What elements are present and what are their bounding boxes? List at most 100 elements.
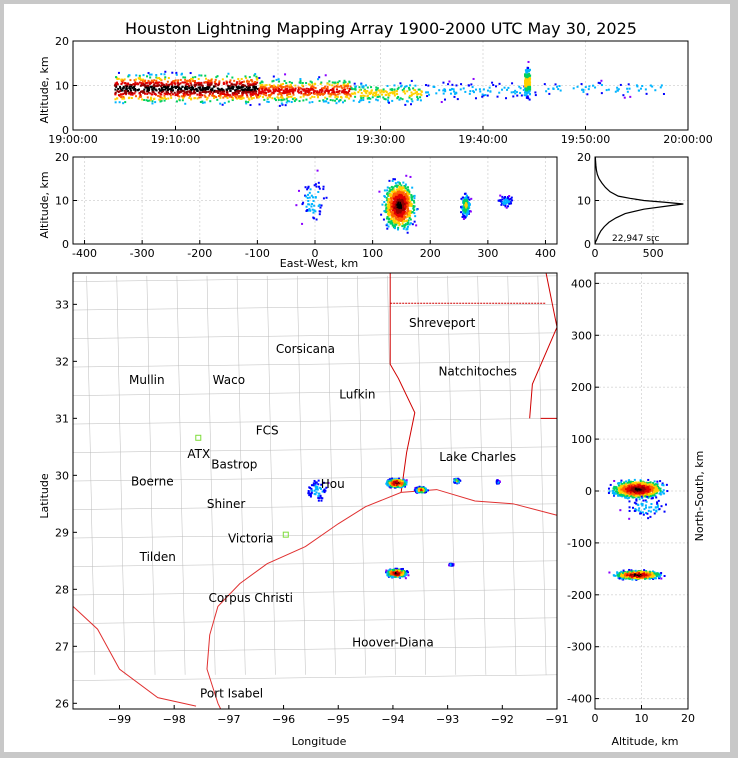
source-point xyxy=(461,206,464,209)
source-point xyxy=(130,83,133,86)
source-point xyxy=(370,86,373,89)
source-point xyxy=(399,192,402,195)
county-line xyxy=(357,275,366,675)
source-point xyxy=(526,70,529,73)
source-point xyxy=(427,91,430,94)
source-point xyxy=(398,208,401,211)
source-point xyxy=(344,81,347,84)
source-point xyxy=(404,213,407,216)
source-point xyxy=(355,85,358,88)
county-line xyxy=(72,332,558,339)
source-point xyxy=(137,88,140,91)
source-point xyxy=(156,77,159,80)
source-point xyxy=(114,93,117,96)
source-point xyxy=(343,86,346,89)
source-point xyxy=(241,81,244,84)
source-point xyxy=(304,93,307,96)
source-point xyxy=(292,92,295,95)
source-point xyxy=(247,97,250,100)
source-point xyxy=(448,80,451,83)
source-point xyxy=(465,194,468,197)
source-point xyxy=(312,196,315,199)
source-point xyxy=(382,96,385,99)
source-point xyxy=(363,94,366,97)
source-point xyxy=(149,98,152,101)
source-point xyxy=(316,486,319,489)
source-point xyxy=(525,91,528,94)
source-point xyxy=(170,81,173,84)
source-point xyxy=(252,96,255,99)
source-point xyxy=(398,186,401,189)
source-point xyxy=(256,81,259,84)
source-point xyxy=(501,202,504,205)
source-point xyxy=(237,77,240,80)
source-point xyxy=(236,86,239,89)
source-point xyxy=(342,84,345,87)
source-point xyxy=(131,91,134,94)
source-point xyxy=(406,186,409,189)
source-point xyxy=(392,218,395,221)
source-point xyxy=(403,220,406,223)
source-point xyxy=(463,206,466,209)
source-point xyxy=(392,226,395,229)
source-point xyxy=(254,81,257,84)
source-point xyxy=(509,197,512,200)
source-point xyxy=(117,77,120,80)
source-point xyxy=(660,84,663,87)
source-point xyxy=(245,80,248,83)
source-point xyxy=(306,197,309,200)
source-point xyxy=(142,78,145,81)
source-point xyxy=(120,82,123,85)
source-point xyxy=(208,86,211,89)
source-point xyxy=(188,96,191,99)
source-point xyxy=(317,191,320,194)
source-point xyxy=(219,102,222,105)
source-point xyxy=(426,489,429,492)
source-point xyxy=(484,94,487,97)
source-point xyxy=(400,194,403,197)
source-point xyxy=(427,84,430,87)
source-point xyxy=(443,88,446,91)
source-point xyxy=(201,101,204,104)
source-point xyxy=(316,485,319,488)
source-point xyxy=(528,69,531,72)
source-point xyxy=(413,205,416,208)
source-point xyxy=(271,80,274,83)
source-point xyxy=(425,91,428,94)
source-count: 22,947 src xyxy=(612,234,660,244)
source-point xyxy=(209,82,212,85)
source-point xyxy=(499,194,502,197)
source-point xyxy=(465,196,468,199)
source-point xyxy=(387,99,390,102)
source-point xyxy=(244,84,247,87)
source-point xyxy=(121,97,124,100)
source-point xyxy=(242,84,245,87)
source-point xyxy=(526,83,529,86)
source-point xyxy=(272,88,275,91)
source-point xyxy=(182,92,185,95)
source-point xyxy=(317,185,320,188)
county-line xyxy=(86,275,96,675)
source-point xyxy=(495,480,498,483)
source-point xyxy=(299,96,302,99)
source-point xyxy=(396,196,399,199)
source-point xyxy=(516,94,519,97)
source-point xyxy=(400,211,403,214)
source-point xyxy=(307,186,310,189)
source-point xyxy=(188,79,191,82)
source-point xyxy=(400,189,403,192)
source-point xyxy=(338,89,341,92)
source-point xyxy=(284,73,287,76)
source-point xyxy=(137,97,140,100)
panel-altitude-time: Altitude, km 19:00:00 19:10:00 19:20:00 19:… xyxy=(38,35,713,146)
source-point xyxy=(659,86,662,89)
x-tick-label: 100 xyxy=(362,247,383,260)
source-point xyxy=(401,198,404,201)
source-point xyxy=(170,87,173,90)
source-point xyxy=(282,91,285,94)
source-point xyxy=(403,194,406,197)
source-point xyxy=(354,87,357,90)
source-point xyxy=(315,218,318,221)
source-point xyxy=(462,217,465,220)
county-line xyxy=(72,475,558,482)
